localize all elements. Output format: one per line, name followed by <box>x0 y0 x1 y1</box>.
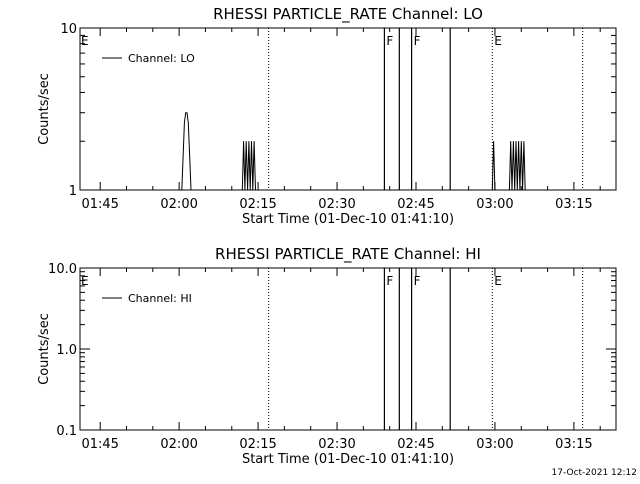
panel2-y-tick-label: 10.0 <box>48 262 77 277</box>
panel2-y-tick-label: 1.0 <box>56 343 77 358</box>
panel1-x-tick-label: 02:15 <box>239 197 276 212</box>
panel1-x-tick-label: 03:15 <box>555 197 592 212</box>
panel2-title: RHESSI PARTICLE_RATE Channel: HI <box>215 245 481 264</box>
panel2-event-label: E <box>494 274 502 288</box>
panel2-x-tick-label: 02:45 <box>397 437 434 452</box>
panel1-x-tick-label: 02:30 <box>318 197 355 212</box>
panel2-x-axis-label: Start Time (01-Dec-10 01:41:10) <box>242 452 454 467</box>
panel1-x-tick-label: 01:45 <box>81 197 118 212</box>
panel1-plot: RHESSI PARTICLE_RATE Channel: LO 01:45 02:… <box>37 5 617 227</box>
panel2-x-tick-label: 03:15 <box>555 437 592 452</box>
panel2-plot: RHESSI PARTICLE_RATE Channel: HI 01:45 02:… <box>37 245 617 467</box>
panel2-legend-label: Channel: HI <box>128 292 192 305</box>
panel1-event-label: F <box>414 34 421 48</box>
panel1-event-label: E <box>494 34 502 48</box>
panel1-title: RHESSI PARTICLE_RATE Channel: LO <box>213 5 483 24</box>
panel1-x-tick-label: 03:00 <box>476 197 513 212</box>
panel1-edge-label: E <box>81 34 89 48</box>
panel1-x-axis-label: Start Time (01-Dec-10 01:41:10) <box>242 212 454 227</box>
panel2-y-axis-label: Counts/sec <box>37 313 52 385</box>
panel2-x-tick-label: 02:30 <box>318 437 355 452</box>
panel2-event-label: F <box>386 274 393 288</box>
panel2-x-tick-label: 02:15 <box>239 437 276 452</box>
panel1-x-tick-label: 02:45 <box>397 197 434 212</box>
panel2-x-tick-label: 03:00 <box>476 437 513 452</box>
panel1-y-tick-label: 1 <box>69 184 77 199</box>
panel2-edge-label: E <box>81 274 89 288</box>
panel1-event-label: F <box>386 34 393 48</box>
panel2-event-label: F <box>414 274 421 288</box>
panel2-x-tick-label: 02:00 <box>160 437 197 452</box>
panel2-x-tick-label: 01:45 <box>81 437 118 452</box>
panel1-series-line <box>181 112 526 191</box>
panel1-legend-label: Channel: LO <box>128 52 195 65</box>
panel1-x-tick-label: 02:00 <box>160 197 197 212</box>
footer-timestamp: 17-Oct-2021 12:12 <box>552 468 637 478</box>
panel2-y-tick-label: 0.1 <box>56 424 77 439</box>
panel1-y-axis-label: Counts/sec <box>37 73 52 145</box>
panel1-y-tick-label: 10 <box>60 22 77 37</box>
